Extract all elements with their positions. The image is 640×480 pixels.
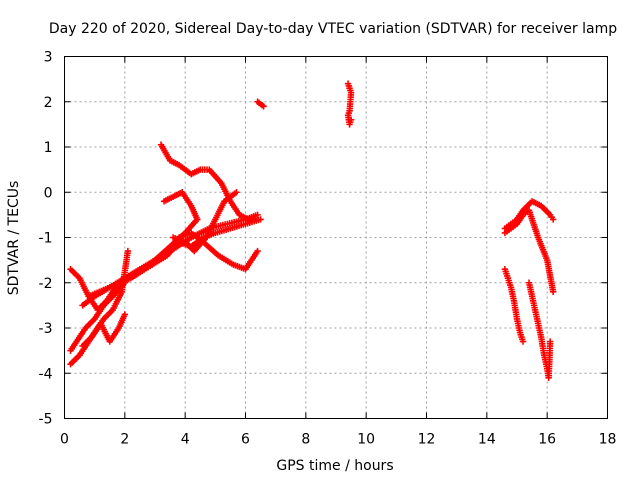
data-point	[254, 211, 261, 219]
y-tick-label: 2	[44, 95, 53, 111]
plot-frame	[64, 56, 608, 419]
data-point	[251, 216, 258, 223]
chart-title: Day 220 of 2020, Sidereal Day-to-day VTE…	[49, 21, 617, 37]
y-axis-label: SDTVAR / TECUs	[6, 181, 22, 296]
series-arc11	[169, 189, 240, 255]
series-arc13	[344, 80, 355, 128]
series-arc4	[79, 311, 129, 350]
data-point	[347, 116, 355, 124]
data-point	[260, 103, 267, 110]
x-tick-label: 4	[181, 432, 190, 448]
series-arc9	[157, 141, 258, 223]
data-point	[550, 216, 557, 223]
data-point	[121, 311, 129, 318]
data-point	[519, 338, 527, 345]
y-tick-label: -4	[39, 366, 53, 382]
data-point	[233, 189, 240, 196]
series-arc10	[160, 189, 201, 223]
x-tick-label: 14	[478, 432, 496, 448]
data-point	[124, 247, 132, 255]
x-tick-label: 6	[241, 432, 250, 448]
x-tick-label: 12	[418, 432, 436, 448]
x-tick-label: 16	[538, 432, 556, 448]
data-point	[254, 247, 261, 255]
series-arc15	[501, 207, 557, 295]
series-arc2	[67, 279, 129, 354]
x-tick-label: 8	[301, 432, 310, 448]
y-tick-label: 1	[44, 140, 53, 156]
y-tick-label: -1	[39, 231, 53, 247]
series-arc16	[501, 265, 527, 345]
data-points	[67, 80, 557, 381]
data-point	[546, 338, 554, 345]
y-tick-label: -2	[39, 276, 53, 292]
series-arc12	[254, 98, 267, 110]
x-tick-label: 2	[120, 432, 129, 448]
y-tick-label: 3	[44, 50, 53, 66]
x-tick-label: 10	[357, 432, 375, 448]
series-arc17	[525, 279, 554, 381]
x-axis-label: GPS time / hours	[276, 458, 393, 474]
data-point	[194, 216, 201, 223]
grid-lines	[64, 56, 608, 419]
y-tick-label: -3	[39, 321, 53, 337]
data-point	[550, 288, 557, 295]
x-tick-label: 0	[60, 432, 69, 448]
x-tick-label: 18	[599, 432, 617, 448]
data-point	[257, 216, 264, 223]
y-tick-label: -5	[39, 412, 53, 428]
y-tick-label: 0	[44, 185, 53, 201]
